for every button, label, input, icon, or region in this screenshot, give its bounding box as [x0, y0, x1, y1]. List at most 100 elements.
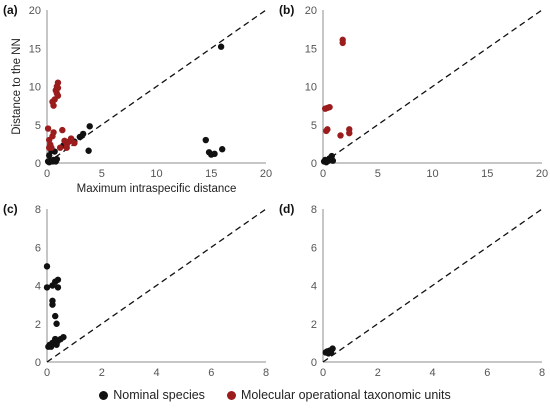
y-tick-label: 6 — [35, 242, 41, 254]
x-tick-label: 10 — [426, 168, 438, 180]
data-point — [85, 147, 92, 154]
data-point — [326, 103, 333, 111]
x-tick-label: 8 — [539, 367, 545, 379]
data-point — [52, 312, 59, 320]
y-tick-label: 0 — [35, 158, 41, 170]
data-point — [339, 39, 346, 47]
data-point — [329, 157, 337, 164]
diagonal-line — [46, 208, 267, 363]
y-tick-label: 8 — [35, 204, 41, 216]
x-tick-label: 15 — [481, 168, 493, 180]
x-tick-label: 8 — [263, 367, 269, 379]
panel-1: 0 5 10 15 20 0 5 10 15 20 (b) — [279, 3, 548, 180]
x-tick-label: 15 — [205, 168, 217, 180]
x-tick-label: 10 — [150, 168, 162, 180]
x-tick-label: 20 — [260, 168, 272, 180]
x-tick-label: 0 — [44, 168, 50, 180]
data-point — [60, 333, 67, 341]
data-point — [79, 130, 87, 138]
x-tick-label: 6 — [208, 367, 214, 379]
data-point — [54, 84, 62, 92]
data-point — [63, 144, 70, 151]
data-point — [211, 150, 218, 158]
y-tick-label: 10 — [305, 82, 317, 94]
data-point — [49, 301, 56, 308]
y-tick-label: 0 — [311, 357, 317, 369]
legend-marker-nominal — [99, 390, 109, 400]
x-tick-label: 5 — [99, 168, 105, 180]
data-point — [50, 129, 57, 136]
legend-item-motu: Molecular operational taxonomic units — [226, 388, 451, 402]
y-tick-label: 4 — [35, 281, 41, 293]
y-tick-label: 15 — [305, 43, 317, 55]
y-tick-label: 2 — [35, 319, 41, 331]
data-point — [54, 284, 62, 291]
x-tick-label: 6 — [484, 367, 490, 379]
data-point — [53, 155, 61, 163]
x-tick-label: 2 — [375, 367, 381, 379]
data-point — [43, 263, 51, 270]
panel-label: (a) — [3, 3, 18, 17]
panel-label: (b) — [279, 3, 294, 17]
data-point — [43, 284, 51, 291]
x-tick-label: 2 — [99, 367, 105, 379]
diagonal-line — [46, 9, 267, 164]
panel-label: (c) — [3, 202, 18, 216]
data-point — [71, 139, 78, 147]
y-tick-label: 5 — [311, 120, 317, 132]
panel-label: (d) — [279, 202, 294, 216]
y-tick-label: 2 — [311, 319, 317, 331]
data-point — [325, 350, 332, 357]
y-axis-title: Distance to the NN — [11, 38, 23, 135]
y-tick-label: 20 — [29, 5, 41, 17]
diagonal-line — [322, 208, 543, 363]
data-point — [54, 276, 62, 283]
y-tick-label: 20 — [305, 5, 317, 17]
data-point — [217, 43, 225, 50]
data-point — [53, 320, 60, 327]
x-tick-label: 4 — [153, 367, 159, 379]
legend: Nominal species Molecular operational ta… — [0, 384, 550, 406]
x-tick-label: 20 — [536, 168, 548, 180]
y-tick-label: 4 — [311, 281, 317, 293]
data-point — [53, 341, 60, 348]
data-point — [67, 135, 75, 142]
data-point — [202, 136, 209, 144]
x-tick-label: 0 — [320, 168, 326, 180]
data-point — [219, 146, 226, 153]
x-tick-label: 0 — [320, 367, 326, 379]
data-point — [49, 98, 56, 106]
x-tick-label: 0 — [44, 367, 50, 379]
y-tick-label: 10 — [29, 82, 41, 94]
panel-3: 0 2 4 6 8 0 2 4 6 8 (d) — [279, 202, 545, 379]
legend-label-nominal: Nominal species — [113, 388, 205, 402]
x-axis-title: Maximum intraspecific distance — [77, 183, 237, 195]
y-tick-label: 0 — [35, 357, 41, 369]
data-point — [337, 132, 344, 139]
legend-marker-motu — [226, 390, 236, 400]
x-tick-label: 5 — [375, 168, 381, 180]
data-point — [346, 129, 353, 137]
y-tick-label: 0 — [311, 158, 317, 170]
y-tick-label: 6 — [311, 242, 317, 254]
y-tick-label: 5 — [35, 120, 41, 132]
data-point — [59, 126, 66, 134]
data-point — [45, 152, 53, 159]
data-point — [324, 126, 331, 133]
data-point — [53, 90, 61, 97]
data-point — [329, 345, 336, 352]
panel-2: 0 2 4 6 8 0 2 4 6 8 (c) — [3, 202, 269, 379]
legend-item-nominal: Nominal species — [99, 388, 205, 402]
data-point — [56, 144, 64, 151]
x-tick-label: 4 — [429, 367, 435, 379]
y-tick-label: 8 — [311, 204, 317, 216]
diagonal-line — [322, 9, 543, 164]
y-tick-label: 15 — [29, 43, 41, 55]
legend-label-motu: Molecular operational taxonomic units — [240, 388, 451, 402]
panel-0: 0 5 10 15 20 0 5 10 15 20 (a) Maximum intraspecific… — [3, 3, 272, 195]
data-point — [86, 123, 93, 130]
data-point — [44, 125, 52, 132]
data-point — [54, 79, 62, 86]
data-point — [45, 144, 53, 151]
